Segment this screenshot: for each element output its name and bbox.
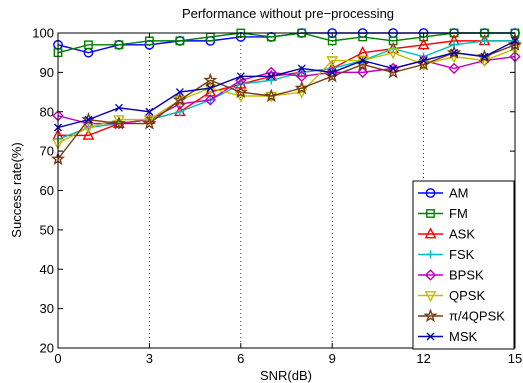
point-7-4 [175,88,184,97]
legend: AM FM ASK FSK BPSK QPSK π/4QPSK MSK [412,180,515,350]
point-6-4 [172,92,188,107]
series-line-5 [57,48,516,144]
point-6-12 [416,56,431,71]
point-5-11 [387,48,399,60]
series-group [50,28,523,166]
legend-item-5: QPSK [418,288,485,303]
legend-marker-5 [424,291,437,303]
legend-marker-2 [424,227,437,239]
point-7-7 [267,72,276,81]
y-tick-label-6: 80 [40,104,54,119]
point-1-1 [84,40,93,50]
y-tick-label-2: 40 [40,262,54,277]
point-4-10 [356,66,369,79]
x-tick-label-3: 9 [329,351,336,366]
point-7-11 [389,64,398,73]
y-tick-label-8: 100 [32,26,54,41]
point-1-2 [114,40,124,50]
legend-item-6: π/4QPSK [418,308,505,324]
legend-label-4: BPSK [449,268,484,283]
point-6-11 [385,64,401,79]
point-7-5 [206,84,215,93]
point-7-12 [419,56,428,65]
point-7-14 [480,52,489,61]
y-tick-label-3: 50 [40,222,54,237]
legend-marker-3 [426,250,435,259]
series-line-0 [57,32,515,54]
series-line-4 [57,55,516,125]
point-7-3 [145,107,154,116]
axis-ticks: 0 3 6 9 12 15 20 30 40 50 60 70 80 90 100 [32,26,522,367]
point-4-12 [417,54,430,67]
legend-marker-7 [426,332,435,341]
point-3-14 [480,36,489,46]
point-6-9 [325,68,340,83]
point-5-3 [143,115,156,127]
y-axis-label: Success rate(%) [9,142,24,237]
point-6-7 [264,88,279,103]
x-axis-label: SNR(dB) [260,368,312,383]
x-tick-label-1: 3 [146,351,153,366]
legend-item-1: FM [418,206,468,221]
point-7-10 [358,56,367,65]
point-7-8 [297,64,306,73]
point-5-2 [113,115,125,127]
point-2-1 [82,128,95,140]
legend-item-2: ASK [418,227,475,242]
point-5-1 [82,123,95,135]
point-5-9 [326,56,339,68]
point-2-12 [417,38,430,50]
point-1-4 [175,36,185,46]
point-4-11 [387,62,399,75]
legend-label-3: FSK [449,247,475,262]
legend-marker-1 [426,209,435,218]
x-tick-label-5: 15 [508,351,522,366]
series-line-1 [57,32,515,54]
point-7-1 [84,115,93,124]
legend-marker-6 [423,308,438,323]
legend-label-7: MSK [449,329,478,344]
point-6-3 [142,116,157,130]
point-7-13 [450,48,459,57]
legend-item-4: BPSK [418,268,484,283]
point-6-5 [203,72,218,87]
series-line-6 [57,44,516,160]
point-4-13 [448,62,460,75]
y-tick-label-0: 20 [40,341,54,356]
legend-label-6: π/4QPSK [449,309,505,324]
legend-label-2: ASK [449,227,475,242]
x-tick-label-0: 0 [54,351,61,366]
point-7-9 [328,68,337,77]
legend-label-0: AM [449,186,469,201]
chart-title: Performance without pre−processing [182,6,394,21]
point-6-6 [233,84,248,99]
y-tick-label-5: 70 [40,144,54,159]
legend-box [412,180,515,350]
legend-label-5: QPSK [449,288,485,303]
legend-marker-0 [425,188,436,198]
point-6-13 [446,45,462,59]
point-6-8 [294,80,309,95]
legend-marker-4 [424,269,437,281]
y-tick-label-4: 60 [40,183,54,198]
point-7-6 [236,72,245,81]
y-tick-label-7: 90 [40,65,54,80]
x-tick-label-4: 12 [416,351,430,366]
legend-item-0: AM [418,186,469,201]
x-tick-label-2: 6 [237,351,244,366]
legend-item-7: MSK [418,329,478,344]
series-6 [50,37,523,166]
legend-item-3: FSK [418,247,475,262]
point-7-2 [114,103,123,112]
series-5 [52,44,521,150]
point-4-5 [204,94,217,106]
point-6-2 [111,116,127,130]
legend-label-1: FM [449,206,468,221]
y-tick-label-1: 30 [40,301,54,316]
series-line-7 [57,40,516,129]
